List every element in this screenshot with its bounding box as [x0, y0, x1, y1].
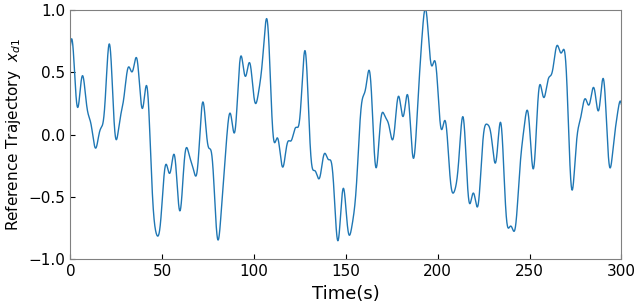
- Y-axis label: Reference Trajectory  $x_{d1}$: Reference Trajectory $x_{d1}$: [4, 38, 23, 231]
- X-axis label: Time(s): Time(s): [312, 285, 380, 303]
